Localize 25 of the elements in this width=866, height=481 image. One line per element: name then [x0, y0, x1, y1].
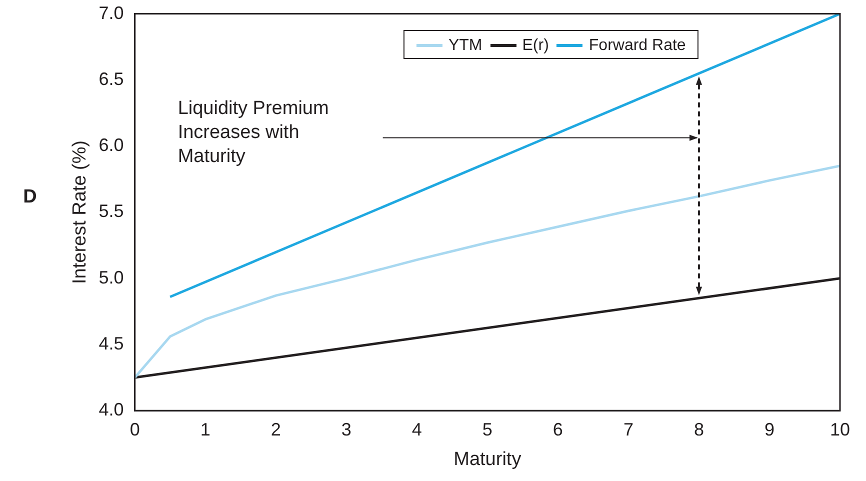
y-tick-label: 5.5 — [98, 201, 124, 222]
y-tick-label: 6.5 — [98, 68, 124, 89]
x-tick-label: 7 — [623, 419, 634, 440]
x-tick-label: 10 — [830, 419, 850, 440]
y-tick-label: 4.5 — [98, 333, 124, 354]
x-tick-label: 9 — [764, 419, 774, 440]
x-tick-label: 4 — [412, 419, 422, 440]
legend-label: Forward Rate — [588, 36, 686, 54]
y-tick-label: 5.0 — [98, 267, 124, 288]
legend-label: E(r) — [522, 36, 549, 54]
x-tick-label: 2 — [270, 419, 281, 440]
y-axis-title: Interest Rate (%) — [70, 140, 91, 284]
text: D — [23, 186, 37, 208]
x-tick-label: 0 — [130, 419, 140, 440]
y-tick-label: 6.0 — [98, 135, 124, 156]
annotation: Liquidity Premium Increases with Maturity — [178, 98, 329, 168]
x-axis-title: Maturity — [454, 448, 522, 470]
legend-label: YTM — [448, 36, 482, 54]
x-tick-label: 3 — [341, 419, 352, 440]
x-tick-label: 5 — [482, 419, 492, 440]
y-tick-label: 7.0 — [98, 2, 124, 23]
x-tick-label: 1 — [200, 419, 210, 440]
x-tick-label: 8 — [694, 419, 704, 440]
x-tick-label: 6 — [552, 419, 563, 440]
y-tick-label: 4.0 — [98, 400, 124, 420]
